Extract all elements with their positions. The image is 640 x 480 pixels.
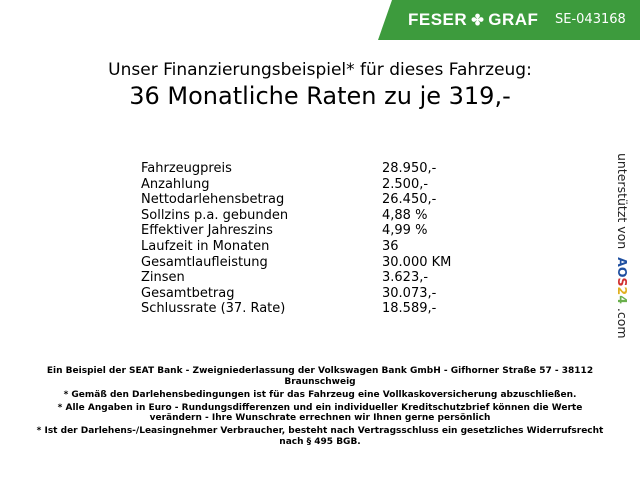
- row-label: Schlussrate (37. Rate): [141, 301, 286, 317]
- brand-right: GRAF: [488, 10, 539, 29]
- finance-table: Fahrzeugpreis 28.950,- Anzahlung 2.500,- Net…: [141, 161, 461, 317]
- table-row: Effektiver Jahreszins 4,99 %: [141, 223, 461, 239]
- table-row: Gesamtlaufleistung 30.000 KM: [141, 255, 461, 271]
- row-label: Zinsen: [141, 270, 185, 286]
- row-value: 4,88 %: [382, 207, 428, 223]
- table-row: Fahrzeugpreis 28.950,-: [141, 161, 461, 177]
- supported-by: unterstützt von AOS24 .com: [615, 153, 630, 339]
- footer-line: Ein Beispiel der SEAT Bank - Zweignieder…: [46, 366, 594, 387]
- row-label: Effektiver Jahreszins: [141, 223, 273, 239]
- aos24-logo: AOS24: [615, 257, 630, 304]
- row-label: Nettodarlehensbetrag: [141, 192, 285, 208]
- brand-left: FESER: [408, 10, 468, 29]
- row-value: 4,99 %: [382, 223, 428, 239]
- supported-by-suffix: .com: [615, 307, 630, 339]
- title-line2: 36 Monatliche Raten zu je 319,-: [129, 82, 511, 110]
- footer-line: * Alle Angaben in Euro - Rundungsdiffere…: [57, 402, 583, 424]
- row-label: Fahrzeugpreis: [141, 161, 232, 176]
- clover-icon: ✤: [471, 12, 485, 29]
- table-row: Nettodarlehensbetrag 26.450,-: [141, 192, 461, 208]
- row-value: 18.589,-: [382, 301, 437, 317]
- table-row: Sollzins p.a. gebunden 4,88 %: [141, 208, 461, 224]
- table-row: Anzahlung 2.500,-: [141, 177, 461, 193]
- row-value: 30.000 KM: [382, 254, 452, 270]
- row-value: 3.623,-: [382, 270, 429, 286]
- title-line1: Unser Finanzierungsbeispiel* für dieses …: [108, 60, 532, 80]
- footer-line: * Ist der Darlehens-/Leasingnehmer Verbr…: [36, 426, 604, 447]
- footer-disclaimer: Ein Beispiel der SEAT Bank - Zweignieder…: [30, 366, 610, 450]
- brand-banner: [378, 0, 640, 40]
- table-row: Schlussrate (37. Rate) 18.589,-: [141, 301, 461, 317]
- row-value: 36: [382, 238, 399, 254]
- row-label: Gesamtlaufleistung: [141, 254, 268, 270]
- row-label: Anzahlung: [141, 176, 210, 192]
- row-value: 26.450,-: [382, 192, 437, 208]
- table-row: Zinsen 3.623,-: [141, 270, 461, 286]
- dealer-code: SE-043168: [555, 12, 626, 27]
- row-label: Sollzins p.a. gebunden: [141, 207, 289, 223]
- dealer-logo: FESER ✤ GRAF: [408, 10, 538, 30]
- row-label: Laufzeit in Monaten: [141, 238, 270, 254]
- row-value: 30.073,-: [382, 285, 437, 301]
- row-label: Gesamtbetrag: [141, 285, 235, 301]
- table-row: Gesamtbetrag 30.073,-: [141, 286, 461, 302]
- footer-line: * Gemäß den Darlehensbedingungen ist für…: [63, 389, 577, 400]
- row-value: 2.500,-: [382, 176, 429, 192]
- supported-by-text: unterstützt von: [615, 153, 630, 250]
- row-value: 28.950,-: [382, 161, 437, 176]
- table-row: Laufzeit in Monaten 36: [141, 239, 461, 255]
